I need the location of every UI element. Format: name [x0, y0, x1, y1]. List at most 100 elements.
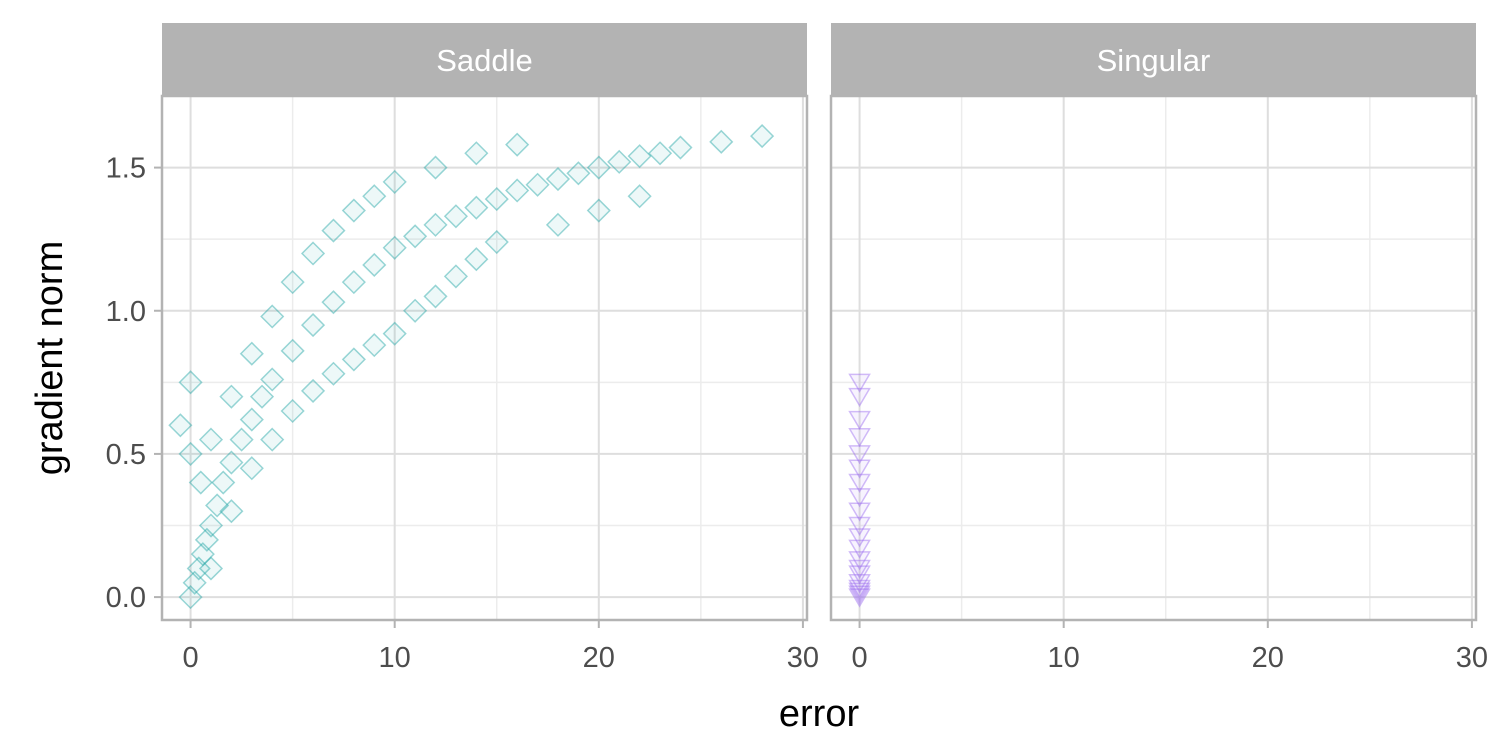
y-tick-label: 0.0 [106, 582, 146, 614]
data-point-saddle [362, 333, 387, 358]
data-point-saddle [341, 270, 366, 295]
data-point-saddle [300, 241, 326, 266]
x-tick-label: 10 [379, 642, 411, 674]
data-point-saddle [280, 270, 305, 295]
data-point-saddle [505, 178, 530, 203]
data-point-saddle [750, 124, 775, 149]
data-point-saddle [443, 204, 468, 229]
data-point-singular [848, 585, 871, 605]
data-point-saddle [182, 570, 207, 595]
data-point-singular [848, 582, 871, 602]
data-point-saddle [566, 161, 591, 186]
data-point-saddle [341, 198, 366, 223]
data-point-saddle [300, 313, 326, 338]
data-point-saddle [403, 298, 428, 323]
x-tick-label: 0 [852, 642, 868, 674]
data-point-saddle [321, 218, 346, 243]
data-point-singular [848, 551, 871, 571]
data-point-saddle [382, 235, 407, 260]
data-point-saddle [484, 187, 509, 212]
data-point-saddle [382, 169, 407, 194]
data-point-singular [848, 373, 871, 393]
data-point-saddle [178, 585, 203, 610]
data-point-saddle [260, 367, 285, 392]
x-ticks-singular: 0 10 20 30 [852, 620, 1488, 674]
data-point-saddle [260, 304, 285, 329]
data-point-saddle [190, 542, 215, 567]
x-tick-label: 30 [787, 642, 819, 674]
data-point-saddle [627, 184, 652, 209]
x-tick-label: 10 [1048, 642, 1080, 674]
data-point-saddle [464, 195, 489, 220]
data-point-saddle [668, 135, 693, 160]
data-point-singular [848, 559, 871, 579]
data-point-saddle [321, 290, 346, 315]
x-ticks-saddle: 0 10 20 30 [183, 620, 819, 674]
data-point-saddle [280, 398, 305, 424]
data-point-saddle [280, 338, 305, 363]
data-point-saddle [205, 493, 230, 518]
data-point-singular [848, 579, 871, 599]
data-point-singular [848, 473, 871, 494]
y-tick-label: 1.5 [106, 153, 146, 185]
data-point-singular [848, 528, 871, 548]
y-axis-title: gradient norm [29, 241, 71, 475]
data-point-singular [848, 459, 871, 479]
data-point-singular [848, 427, 871, 448]
data-point-saddle [249, 384, 275, 409]
data-point-saddle [219, 450, 244, 475]
data-point-saddle [505, 132, 530, 157]
strip-label-saddle: Saddle [436, 43, 533, 78]
data-point-saddle [186, 556, 211, 581]
x-tick-label: 0 [183, 642, 199, 674]
data-point-saddle [198, 556, 224, 581]
data-point-saddle [627, 144, 652, 169]
data-point-saddle [239, 407, 264, 432]
data-point-singular [848, 588, 871, 608]
grid-singular [831, 96, 1476, 620]
data-point-saddle [219, 384, 244, 409]
y-tick-label: 0.5 [106, 439, 146, 471]
data-point-saddle [443, 264, 468, 289]
data-point-saddle [586, 155, 611, 180]
y-ticks: 0.0 0.5 1.0 1.5 [106, 153, 162, 614]
data-point-saddle [168, 413, 193, 438]
data-point-saddle [423, 284, 448, 309]
grid-saddle [162, 96, 807, 620]
data-point-saddle [423, 212, 448, 237]
data-point-saddle [423, 155, 448, 180]
data-point-saddle [321, 361, 346, 386]
strip-saddle [162, 23, 807, 96]
data-point-saddle [525, 172, 550, 197]
data-point-singular [848, 565, 871, 585]
plot-area-saddle [162, 96, 807, 620]
points-singular [848, 373, 871, 608]
data-point-singular [848, 574, 871, 594]
data-point-saddle [464, 141, 489, 166]
data-point-saddle [260, 427, 285, 452]
data-point-saddle [607, 149, 632, 174]
data-point-singular [848, 502, 871, 522]
data-point-saddle [198, 513, 224, 538]
data-point-saddle [403, 224, 428, 249]
x-axis-title: error [779, 693, 860, 735]
data-point-singular [848, 410, 871, 431]
data-point-saddle [464, 247, 489, 272]
data-point-saddle [178, 441, 203, 466]
x-tick-label: 30 [1456, 642, 1488, 674]
data-point-saddle [586, 198, 611, 223]
data-point-saddle [211, 470, 236, 495]
data-point-saddle [484, 229, 509, 255]
data-point-saddle [382, 321, 407, 346]
data-point-singular [848, 516, 871, 536]
panel-border-singular [829, 94, 1478, 622]
data-point-singular [848, 539, 871, 559]
data-point-saddle [194, 527, 219, 552]
data-point-saddle [545, 212, 571, 237]
panel-border-saddle [160, 94, 809, 622]
data-point-saddle [239, 341, 264, 366]
data-point-saddle [198, 427, 224, 452]
data-point-saddle [300, 378, 326, 403]
